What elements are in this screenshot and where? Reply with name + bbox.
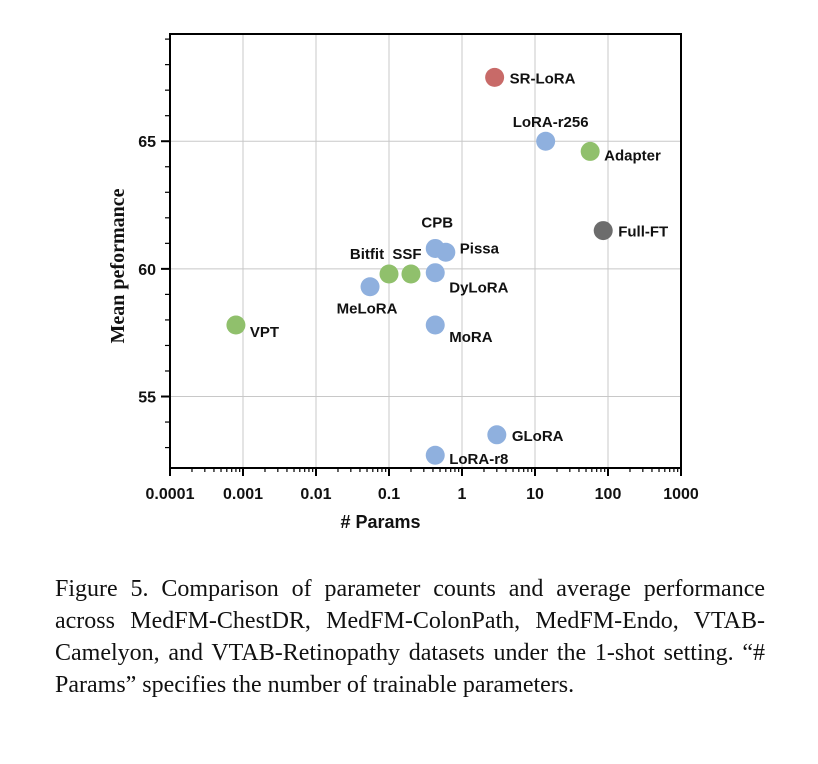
data-point	[436, 242, 456, 262]
plot-frame	[169, 33, 682, 469]
x-tick-label: 0.1	[378, 486, 400, 503]
data-point	[425, 315, 445, 335]
scatter-chart: 0.0001 0.001 0.01 0.1 1 10 100 1000 55 60 65 SR-Lo…	[107, 33, 699, 532]
y-tick-label: 55	[138, 390, 156, 407]
x-tick-label: 1000	[663, 486, 699, 503]
data-point-label: Adapter	[604, 147, 661, 164]
data-point-label: CPB	[421, 214, 453, 231]
x-tick-label: 0.01	[300, 486, 331, 503]
data-point-label: Full-FT	[618, 224, 668, 241]
x-tick-label: 0.001	[223, 486, 263, 503]
chart-svg: 0.0001 0.001 0.01 0.1 1 10 100 1000 55 60 65 SR-Lo…	[107, 33, 699, 532]
y-tick-label: 60	[138, 262, 156, 279]
axes: 0.0001 0.001 0.01 0.1 1 10 100 1000 55 60 65	[138, 33, 699, 503]
data-point-label: Bitfit	[350, 246, 384, 263]
data-points: SR-LoRA LoRA-r256 Adapter Full-FT CPB Pissa Dy…	[226, 67, 668, 468]
x-tick-label: 0.0001	[146, 486, 195, 503]
x-axis-title: # Params	[340, 512, 420, 532]
grid-lines	[169, 34, 682, 468]
data-point	[487, 425, 507, 445]
data-point-label: SR-LoRA	[510, 70, 576, 87]
data-point	[536, 131, 556, 151]
data-point	[580, 141, 600, 161]
data-point-label: MeLoRA	[337, 301, 398, 318]
data-point	[226, 315, 246, 335]
data-point-label: Pissa	[460, 240, 500, 257]
x-tick-label: 10	[526, 486, 544, 503]
y-tick-label: 65	[138, 134, 156, 151]
x-tick-label: 100	[595, 486, 622, 503]
data-point-label: MoRA	[449, 329, 492, 346]
data-point-label: DyLoRA	[449, 280, 508, 297]
data-point	[379, 264, 399, 284]
data-point-label: LoRA-r8	[449, 451, 508, 468]
data-point-label: SSF	[392, 246, 421, 263]
data-point-label: LoRA-r256	[513, 114, 589, 131]
data-point	[425, 263, 445, 283]
y-axis-title: Mean peformance	[107, 188, 129, 343]
data-point	[360, 277, 380, 297]
figure-caption: Figure 5. Comparison of parameter counts…	[55, 576, 765, 698]
data-point	[593, 221, 613, 241]
data-point-label: GLoRA	[512, 428, 564, 445]
data-point-label: VPT	[250, 324, 279, 341]
x-tick-label: 1	[458, 486, 467, 503]
data-point	[485, 67, 505, 87]
data-point	[401, 264, 421, 284]
data-point	[425, 445, 445, 465]
